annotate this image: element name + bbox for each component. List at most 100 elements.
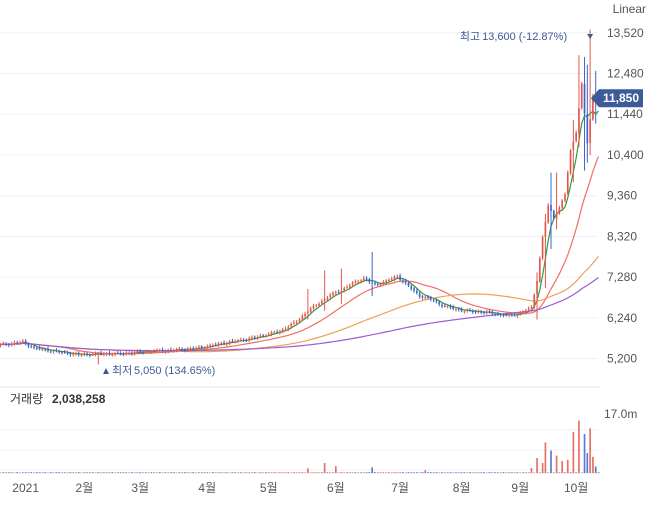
candle-body (80, 354, 83, 356)
volume-bar (326, 472, 329, 473)
volume-bars (0, 420, 600, 473)
volume-bar (172, 472, 175, 473)
candle-body (516, 313, 519, 316)
candle-body (477, 311, 480, 313)
volume-bar (142, 472, 144, 473)
candle-body (457, 308, 460, 310)
candle-body (279, 331, 281, 333)
volume-bar (480, 472, 482, 473)
candle-body (209, 345, 211, 347)
volume-bar (441, 472, 443, 473)
candle-body (572, 141, 575, 151)
volume-bar (315, 472, 318, 473)
volume-bar (117, 472, 119, 473)
time-tick-label: 3월 (131, 481, 149, 495)
candle-body (446, 305, 449, 307)
volume-bar (122, 472, 125, 473)
ma-line-ma20 (0, 156, 600, 355)
volume-bar (27, 472, 30, 473)
candle-body (19, 342, 21, 344)
candle-body (184, 349, 186, 351)
candle-body (385, 280, 387, 283)
candle-body (552, 210, 555, 219)
volume-bar (130, 472, 133, 473)
volume-bar (483, 472, 485, 473)
volume-bar (63, 472, 66, 473)
volume-bar (413, 472, 415, 473)
candle-body (16, 342, 19, 344)
volume-bar (597, 472, 600, 473)
candle-body (494, 314, 496, 316)
high-value: 13,600 (-12.87%) (482, 31, 567, 43)
candle-body (144, 351, 147, 353)
volume-bar (125, 472, 128, 473)
candle-body (203, 347, 206, 349)
candle-body (312, 305, 315, 309)
candle-body (259, 335, 262, 337)
volume-bar (575, 472, 577, 473)
candle-body (365, 278, 368, 280)
candle-body (427, 296, 429, 298)
candle-body (483, 311, 485, 313)
volume-bar (69, 472, 72, 473)
candle-body (72, 353, 74, 355)
volume-bar (144, 472, 147, 473)
volume-bar (10, 472, 13, 473)
candle-body (248, 338, 251, 341)
volume-bar (550, 450, 552, 473)
candle-body (416, 290, 418, 294)
volume-bar (192, 472, 195, 473)
candle-body (262, 335, 265, 337)
candle-body (27, 343, 30, 347)
candle-body (326, 297, 329, 300)
volume-bar (399, 472, 401, 473)
candle-body (10, 343, 13, 345)
candle-body (242, 340, 245, 342)
candle-body (158, 350, 161, 352)
candle-body (256, 337, 259, 339)
volume-bar (38, 472, 41, 473)
candle-body (200, 346, 203, 348)
volume-bar (259, 472, 262, 473)
volume-bar (220, 472, 223, 473)
candle-body (100, 352, 102, 355)
volume-bar (49, 472, 52, 473)
candle-body (399, 275, 401, 280)
candle-body (2, 343, 5, 345)
candle-body (0, 344, 2, 346)
volume-bar (538, 472, 541, 473)
volume-bar (100, 472, 102, 473)
time-tick-label: 2월 (75, 481, 93, 495)
price-tick-label: 10,400 (607, 148, 644, 162)
volume-bar (72, 472, 74, 473)
volume-bar (318, 472, 320, 473)
candle-body (130, 352, 133, 354)
low-value: 5,050 (134.65%) (134, 365, 215, 377)
volume-bar (5, 472, 7, 473)
candle-body (418, 293, 421, 297)
candle-body (371, 282, 373, 284)
candle-body (449, 306, 452, 308)
volume-bar (494, 472, 496, 473)
candle-body (388, 279, 390, 281)
volume-bar (497, 472, 499, 473)
volume-bar (396, 472, 399, 473)
candle-body (393, 276, 396, 280)
candle-body (519, 312, 522, 314)
volume-bar (77, 472, 80, 473)
time-tick-label: 5월 (260, 481, 278, 495)
volume-bar (569, 472, 572, 473)
scale-mode-toggle[interactable]: Linear (612, 2, 646, 16)
candle-body (530, 307, 533, 309)
candle-body (340, 290, 343, 293)
candle-body (348, 285, 351, 288)
low-arrow-icon (103, 368, 109, 374)
volume-bar (293, 472, 295, 473)
volume-bar (427, 472, 429, 473)
volume-bar (58, 472, 61, 473)
candle-body (533, 294, 536, 308)
volume-bar (170, 472, 172, 473)
candle-body (569, 150, 572, 174)
volume-bar (2, 472, 5, 473)
